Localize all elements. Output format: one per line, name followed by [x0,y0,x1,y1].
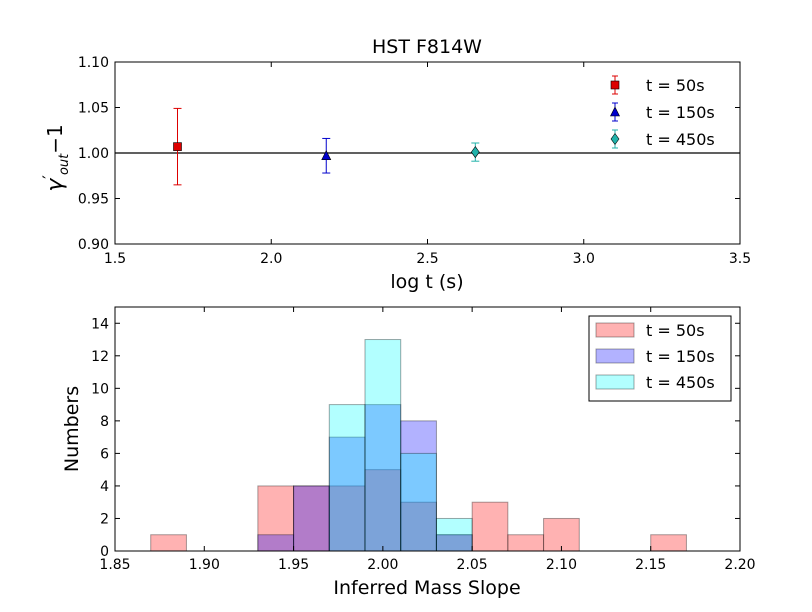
hist-bar-series-0 [543,517,580,552]
top-marks [115,107,740,186]
legend-label-0: t = 50s [646,76,705,95]
bottom-y-tick-label: 6 [100,446,109,462]
top-chart-title: HST F814W [372,36,482,58]
bottom-plot-frame [114,306,741,552]
bottom-y-tick-label: 8 [100,414,109,430]
top-legend: t = 50s t = 150s t = 450s [610,75,715,149]
legend-label-2: t = 450s [646,373,715,392]
top-y-tick-label: 1.05 [78,101,109,117]
legend-marker-1 [610,106,620,117]
legend-frame [588,315,732,402]
hist-bar-series-0 [364,469,402,552]
legend-label-2: t = 450s [646,130,715,149]
top-x-axis-label: log t (s) [390,271,463,293]
hist-bar-series-2 [364,339,402,552]
hist-bar-series-1 [257,534,295,552]
bottom-x-tick-label: 1.85 [99,557,130,573]
hist-bar-series-2 [400,452,437,552]
top-y-tick-label: 0.90 [78,237,109,253]
data-point-series-2 [470,146,480,159]
hist-bar-series-0 [400,501,437,552]
hist-bar-series-0 [293,485,330,552]
bottom-x-tick-label: 1.95 [278,557,309,573]
top-y-tick-label: 1.00 [78,146,109,162]
y-label-minus-one: −1 [43,124,67,153]
data-point-series-1 [321,150,332,161]
top-x-tick-label: 3.0 [573,251,595,267]
bottom-x-tick-label: 2.10 [546,557,577,573]
bottom-marks [150,339,687,552]
legend-marker-2 [610,132,620,146]
bottom-x-tick-label: 2.15 [635,557,666,573]
y-label-prime: ′ [39,175,58,179]
hist-bar-series-0 [650,534,687,552]
bottom-y-tick-label: 4 [100,479,109,495]
top-y-tick-label: 0.95 [78,192,109,208]
hist-bar-series-2 [435,517,473,552]
bottom-ticks: 1.85 1.90 1.95 2.00 2.05 2.10 2.15 2.20 0 2 4 6 8 10 1… [91,307,756,573]
top-y-axis-label: γ′out−1 [39,124,72,191]
bottom-y-axis-label: Numbers [61,386,83,472]
legend-swatch-2 [595,374,635,390]
hist-bar-series-1 [293,485,330,552]
top-x-tick-label: 2.5 [416,251,438,267]
top-panel: HST F814W 1.5 2.0 2.5 3.0 3.5 0.90 0.95 1.00 1.0… [39,36,751,293]
hist-bar-series-0 [471,501,509,552]
bottom-x-tick-label: 2.05 [457,557,488,573]
bottom-x-axis-label: Inferred Mass Slope [333,577,520,599]
y-label-sub: out [57,153,72,175]
top-x-tick-label: 1.5 [104,251,126,267]
top-x-tick-label: 3.5 [729,251,751,267]
bottom-y-tick-label: 14 [91,316,109,332]
legend-label-0: t = 50s [646,321,705,340]
hist-bar-series-0 [328,485,366,552]
bottom-y-tick-label: 0 [100,544,109,560]
hist-bar-series-0 [257,485,295,552]
legend-swatch-1 [595,348,635,364]
legend-marker-0 [610,80,620,90]
hist-bar-series-1 [328,436,366,552]
top-y-tick-label: 1.10 [78,55,109,71]
bottom-y-tick-label: 2 [100,511,109,527]
bottom-x-tick-label: 1.90 [189,557,220,573]
hist-bar-series-1 [364,404,402,552]
legend-label-1: t = 150s [646,347,715,366]
legend-label-1: t = 150s [646,103,715,122]
hist-bar-series-0 [150,534,187,552]
bottom-y-tick-label: 12 [91,349,109,365]
hist-bar-series-2 [328,404,366,552]
data-point-series-0 [173,142,182,151]
y-label-gamma: γ [43,178,68,192]
bottom-x-tick-label: 2.00 [367,557,398,573]
bottom-x-tick-label: 2.20 [724,557,755,573]
hist-bar-series-1 [400,420,437,552]
bottom-panel: 1.85 1.90 1.95 2.00 2.05 2.10 2.15 2.20 0 2 4 6 8 10 1… [61,306,756,599]
bottom-y-tick-label: 10 [91,381,109,397]
hist-bar-series-0 [507,534,545,552]
legend-swatch-0 [595,322,635,338]
top-plot-frame [114,61,741,245]
top-x-tick-label: 2.0 [260,251,282,267]
top-ticks: 1.5 2.0 2.5 3.0 3.5 0.90 0.95 1.00 1.05 1.10 [78,55,751,267]
bottom-legend: t = 50s t = 150s t = 450s [588,315,732,402]
